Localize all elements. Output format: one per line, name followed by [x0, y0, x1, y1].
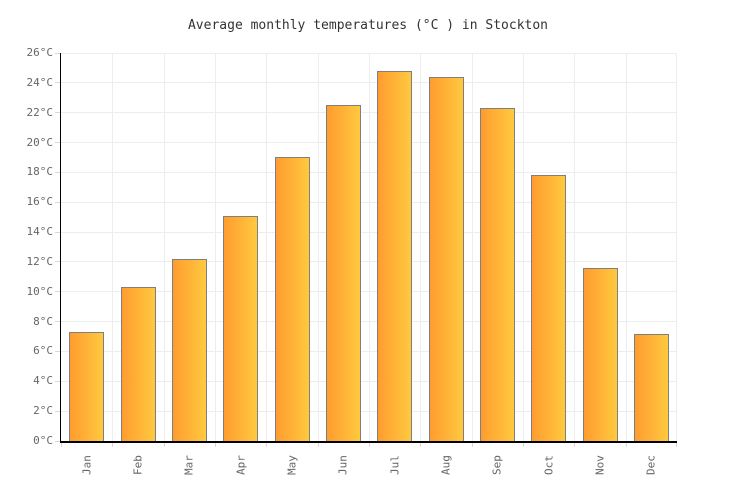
y-axis-label: 6°C [33, 344, 53, 358]
y-axis-label: 14°C [26, 225, 54, 239]
x-axis-label: Mar [172, 445, 206, 485]
x-axis-tick [164, 443, 165, 447]
x-axis-label-text: Apr [234, 455, 248, 475]
y-axis-tick [55, 231, 60, 233]
x-axis-label: Jan [70, 445, 104, 485]
x-axis-label-text: Dec [644, 455, 658, 475]
x-axis-tick [523, 443, 524, 447]
y-axis-label: 2°C [33, 404, 53, 418]
x-axis-tick [574, 443, 575, 447]
plot-area [60, 52, 677, 443]
y-axis-label: 0°C [33, 434, 53, 447]
gridline-vertical [574, 53, 575, 441]
x-axis-label-text: Jul [388, 455, 402, 475]
x-axis-tick [676, 443, 677, 447]
x-axis-tick [369, 443, 370, 447]
bar-mar[interactable] [171, 258, 207, 441]
bar-jan[interactable] [69, 332, 105, 441]
bar-feb[interactable] [120, 287, 156, 441]
y-axis-tick [55, 261, 60, 263]
x-axis-tick [420, 443, 421, 447]
gridline-vertical [215, 53, 216, 441]
y-axis-label: 12°C [26, 254, 54, 268]
x-axis-label-text: Aug [439, 455, 453, 475]
bar-jun[interactable] [325, 105, 361, 441]
x-axis-label-text: Nov [593, 455, 607, 475]
gridline-vertical [523, 53, 524, 441]
x-axis-label: Aug [429, 445, 463, 485]
x-axis-tick [626, 443, 627, 447]
y-axis-tick [55, 380, 60, 382]
bar-apr[interactable] [223, 215, 259, 441]
y-axis-tick [55, 142, 60, 144]
y-axis-tick [55, 82, 60, 84]
gridline-vertical [472, 53, 473, 441]
y-axis-tick [55, 291, 60, 293]
x-axis-label-text: Oct [542, 455, 556, 475]
x-axis-label: Apr [224, 445, 258, 485]
x-axis-tick [266, 443, 267, 447]
gridline-vertical [112, 53, 113, 441]
x-axis-tick [112, 443, 113, 447]
x-axis-label-text: Mar [182, 455, 196, 475]
x-axis-tick [215, 443, 216, 447]
gridline-vertical [676, 53, 677, 441]
x-axis-label-text: Jun [336, 455, 350, 475]
gridline-vertical [318, 53, 319, 441]
x-axis-label: Jul [378, 445, 412, 485]
gridline-vertical [266, 53, 267, 441]
bar-dec[interactable] [633, 333, 669, 441]
y-axis-label: 24°C [26, 75, 54, 89]
x-axis-label-text: May [285, 455, 299, 475]
x-axis-tick [318, 443, 319, 447]
y-axis-tick [55, 52, 60, 54]
x-axis-label: Nov [583, 445, 617, 485]
x-axis-label: Feb [121, 445, 155, 485]
gridline-vertical [164, 53, 165, 441]
y-axis-label: 26°C [26, 46, 54, 59]
bar-oct[interactable] [531, 175, 567, 441]
y-axis-tick [55, 410, 60, 412]
y-axis-label: 4°C [33, 374, 53, 388]
y-axis-tick [55, 440, 60, 442]
bar-may[interactable] [274, 157, 310, 441]
y-axis-tick [55, 201, 60, 203]
x-axis-label-text: Feb [131, 455, 145, 475]
y-axis-label: 18°C [26, 165, 54, 179]
x-axis-label: Dec [634, 445, 668, 485]
y-axis-tick [55, 171, 60, 173]
y-axis-label: 22°C [26, 105, 54, 119]
bar-nov[interactable] [582, 267, 618, 441]
chart-title: Average monthly temperatures (°C ) in St… [187, 18, 549, 33]
x-axis-label-text: Jan [80, 455, 94, 475]
y-axis-tick [55, 350, 60, 352]
gridline-vertical [626, 53, 627, 441]
gridline-vertical [420, 53, 421, 441]
gridline-vertical [369, 53, 370, 441]
x-axis-label: Oct [532, 445, 566, 485]
x-axis-label: Sep [480, 445, 514, 485]
x-axis-label: May [275, 445, 309, 485]
y-axis-tick [55, 112, 60, 114]
x-axis-label-text: Sep [490, 455, 504, 475]
bar-sep[interactable] [479, 108, 515, 441]
x-axis-tick [472, 443, 473, 447]
x-axis-label: Jun [326, 445, 360, 485]
y-axis-label: 20°C [26, 135, 54, 149]
x-axis-tick [61, 443, 62, 447]
y-axis-label: 16°C [26, 195, 54, 209]
bar-aug[interactable] [428, 76, 464, 441]
y-axis-tick [55, 321, 60, 323]
y-axis-label: 10°C [26, 284, 54, 298]
y-axis-label: 8°C [33, 314, 53, 328]
bar-jul[interactable] [377, 70, 413, 441]
